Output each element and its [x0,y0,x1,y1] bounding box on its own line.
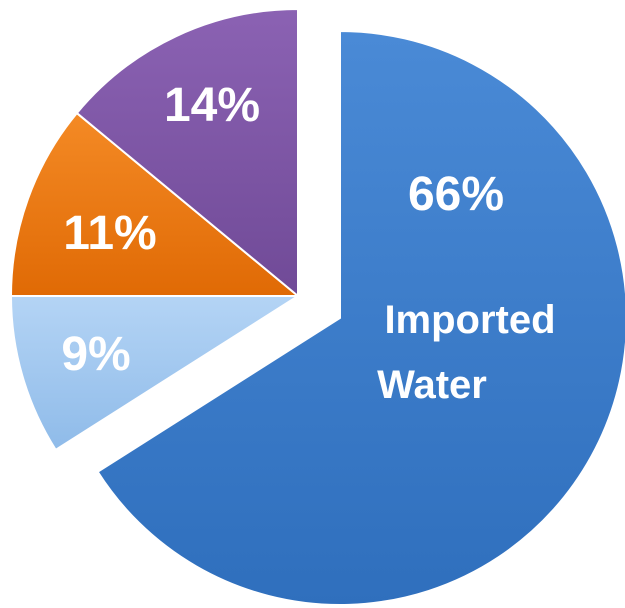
pie-slice-imported-water [96,29,625,606]
slice-percent-label-14: 14% [164,79,260,132]
slice-percent-label-11: 11% [63,207,156,260]
pie-slice-11-percent [9,111,301,297]
slice-percent-label-9: 9% [61,328,130,381]
slice-category-label-water: Water [377,363,487,407]
pie-slice-9-percent [9,295,302,452]
slice-category-label-imported: Imported [384,298,555,342]
pie-slice-14-percent [75,7,299,299]
slice-percent-label-66: 66% [408,168,504,221]
